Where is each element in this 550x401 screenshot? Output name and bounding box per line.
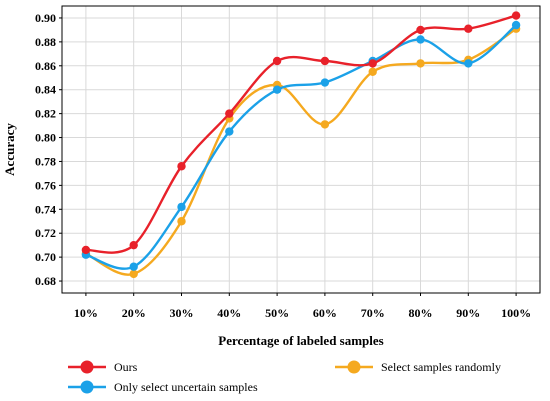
data-point <box>272 85 282 94</box>
y-tick-label: 0.84 <box>35 83 56 97</box>
data-point <box>129 240 138 250</box>
legend-marker <box>80 380 94 394</box>
y-tick-label: 0.80 <box>35 131 56 145</box>
x-tick-label: 40% <box>217 306 241 320</box>
x-tick-label: 30% <box>170 306 194 320</box>
y-tick-label: 0.72 <box>35 226 56 240</box>
data-point <box>225 109 234 118</box>
x-tick-label: 50% <box>265 306 289 320</box>
y-tick-label: 0.78 <box>35 154 56 168</box>
x-tick-label: 10% <box>74 306 98 320</box>
data-point <box>464 59 473 68</box>
data-point <box>464 24 473 33</box>
legend: Ours Select samples randomly Only select u… <box>68 360 501 394</box>
legend-item: Only select uncertain samples <box>68 380 258 394</box>
legend-marker <box>80 360 94 374</box>
legend-item: Select samples randomly <box>335 360 501 374</box>
legend-marker <box>347 360 361 374</box>
x-tick-label: 20% <box>122 306 146 320</box>
legend-label: Only select uncertain samples <box>114 380 258 394</box>
data-point <box>320 56 330 66</box>
data-point <box>129 262 138 271</box>
legend-label: Ours <box>114 360 138 374</box>
data-point <box>177 162 186 171</box>
series-line <box>85 24 517 270</box>
x-tick-label: 90% <box>456 306 480 320</box>
plot-frame <box>61 5 541 294</box>
data-point <box>320 120 330 129</box>
series-select-samples-randomly <box>81 24 521 279</box>
y-tick-label: 0.68 <box>35 274 56 288</box>
x-tick-labels: 10% 20% 30% 40% 50% 60% 70% 80% 90% 100% <box>74 293 531 320</box>
x-tick-label: 60% <box>313 306 337 320</box>
series-line <box>85 27 517 276</box>
data-point <box>511 11 521 20</box>
x-axis-title: Percentage of labeled samples <box>218 333 383 348</box>
data-point <box>416 25 425 35</box>
data-point <box>225 127 234 136</box>
data-point <box>416 35 425 44</box>
y-tick-label: 0.70 <box>35 250 56 264</box>
y-tick-label: 0.76 <box>35 178 56 192</box>
data-point <box>368 67 377 76</box>
y-tick-label: 0.82 <box>35 107 56 121</box>
y-axis-title: Accuracy <box>2 123 17 176</box>
series-line <box>85 14 517 254</box>
data-point <box>129 269 138 279</box>
y-tick-labels: 0.68 0.70 0.72 0.74 0.76 0.78 0.80 0.82 0.84 0.86… <box>35 11 62 288</box>
data-point <box>81 245 91 255</box>
grid <box>62 6 540 293</box>
legend-item: Ours <box>68 360 138 374</box>
data-point <box>511 20 521 30</box>
legend-label: Select samples randomly <box>381 360 501 374</box>
x-tick-label: 100% <box>501 306 531 320</box>
data-point <box>177 217 186 226</box>
y-tick-label: 0.88 <box>35 35 56 49</box>
y-tick-label: 0.90 <box>35 11 56 25</box>
series-layer <box>81 11 521 279</box>
data-point <box>368 59 377 68</box>
x-tick-label: 80% <box>409 306 433 320</box>
data-point <box>177 202 186 212</box>
y-tick-label: 0.86 <box>35 59 56 73</box>
data-point <box>416 59 425 68</box>
y-tick-label: 0.74 <box>35 202 56 216</box>
data-point <box>320 78 330 87</box>
series-ours <box>81 11 521 255</box>
data-point <box>272 56 282 66</box>
x-tick-label: 70% <box>361 306 385 320</box>
